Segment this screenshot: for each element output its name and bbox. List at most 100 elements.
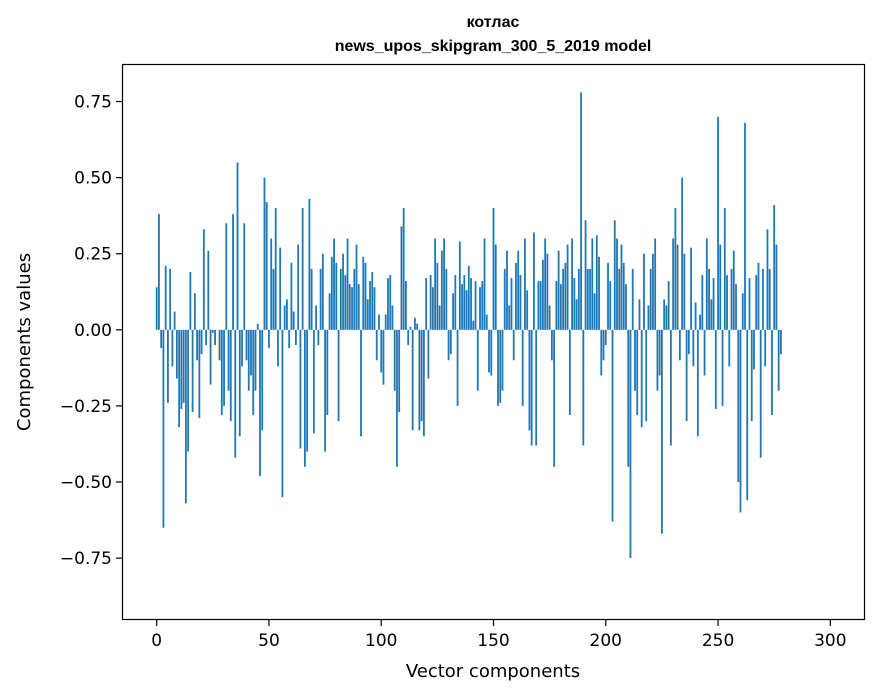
bar [162,329,165,528]
y-axis-label: Components values [14,253,35,431]
bar [384,314,387,330]
bar [333,238,335,330]
bar [308,198,311,330]
bar [198,329,201,419]
bar [566,244,569,330]
bar [609,281,612,330]
bar [387,278,389,330]
bar [312,329,315,434]
bar [571,238,573,330]
bar [339,268,342,330]
bar [310,268,313,330]
bar [263,177,266,330]
x-axis-ticks: 0 50 100 150 200 250 300 [151,619,847,651]
bar [589,268,591,330]
bar [427,329,430,379]
bar [420,329,423,422]
bar [256,323,259,330]
bar [317,329,320,346]
bar [196,329,198,361]
bar [712,278,715,330]
bar [405,281,407,330]
bar [416,323,419,330]
bar [771,329,773,416]
bar [575,299,578,330]
bar [429,275,432,330]
bar [175,329,178,379]
bar [550,329,553,361]
bar [667,281,670,330]
bar [207,250,210,330]
bar [755,275,758,330]
bar [252,329,255,416]
bar [391,305,394,330]
bar [634,329,636,391]
bar [591,238,594,330]
bars-group [155,92,782,559]
bar [753,329,755,370]
bar [306,329,309,452]
bar [494,244,497,330]
bar [281,329,284,498]
bar [604,329,607,346]
bar [719,244,722,330]
bar [476,329,479,391]
bar [261,329,264,431]
bar [533,232,535,330]
bar [344,275,347,330]
bar [705,238,708,330]
bar [250,329,252,376]
x-tick-label: 150 [477,631,509,651]
bar [232,214,234,330]
bar [378,314,380,330]
bar [315,305,318,330]
bar [616,238,618,330]
bar [629,329,632,559]
y-tick-label: 0.50 [74,169,112,189]
bar [714,329,717,409]
bar [373,287,376,330]
bar [631,268,634,330]
bar [696,329,699,437]
bar [488,329,490,373]
bar [643,253,645,330]
bar [220,329,223,416]
bar [245,329,248,361]
bar [254,329,257,391]
bar [396,329,398,467]
bar [649,268,652,330]
bar [676,244,679,330]
bar [155,287,158,330]
bar [211,329,214,333]
bar [330,256,333,330]
bar [223,329,225,406]
x-tick-label: 200 [590,631,622,651]
bar [402,208,405,330]
bar [625,284,627,330]
bar [748,278,751,330]
y-tick-label: 0.75 [74,93,112,113]
bar [735,284,737,330]
bar [357,284,360,330]
bar [279,247,282,330]
bar [286,299,288,330]
bar [584,220,587,330]
bar [557,250,560,330]
bar [548,305,551,330]
y-tick-label: 0.25 [74,245,112,265]
bar [573,278,576,330]
bar [526,290,529,330]
bar [259,329,261,476]
bar [189,271,192,330]
bar [369,281,371,330]
bar [517,250,520,330]
bar [492,208,495,330]
bar [669,329,672,446]
bar [652,253,654,330]
bar [445,268,448,330]
y-axis-ticks: 0.75 0.50 0.25 0.00 −0.25 −0.50 −0.75 [60,93,123,569]
bar [638,299,641,330]
bar [321,253,324,330]
bar [351,287,353,330]
bar [683,253,686,330]
